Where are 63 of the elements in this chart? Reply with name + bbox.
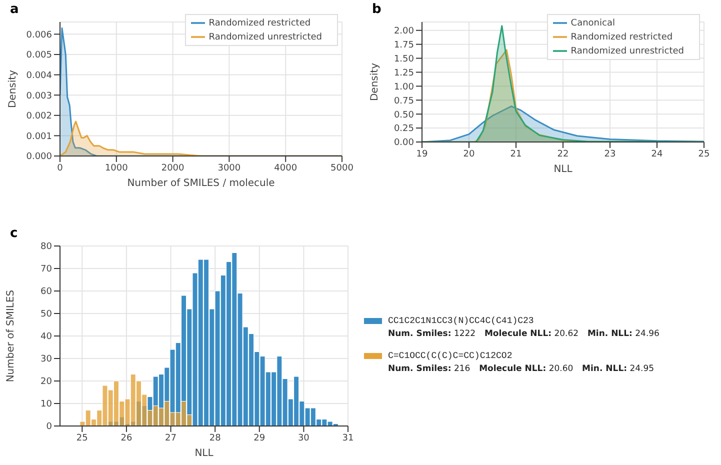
x-tick-label: 0 (57, 163, 64, 174)
chart-title: c (10, 226, 18, 241)
y-tick-label: 50 (40, 310, 52, 320)
x-tick-label: 20 (463, 149, 475, 160)
legend-label: Canonical (570, 18, 615, 28)
y-tick-label: 1.75 (394, 40, 414, 51)
x-tick-label: 26 (120, 433, 132, 444)
x-tick-label: 21 (510, 149, 522, 160)
legend-label: Randomized unrestricted (208, 32, 322, 42)
chart-title: a (10, 2, 19, 17)
y-tick-label: 0.00 (394, 138, 414, 148)
x-tick-label: 1000 (104, 163, 128, 174)
legend-label: CC1C2C1N1CC3(N)CC4C(C41)C23 (388, 316, 534, 326)
x-axis-title: NLL (194, 448, 214, 459)
x-tick-label: 23 (604, 149, 616, 160)
x-tick-label: 24 (651, 149, 663, 160)
x-tick-label: 5000 (330, 163, 354, 174)
x-axis-title: Number of SMILES / molecule (127, 178, 275, 189)
legend-label: Randomized restricted (208, 18, 311, 28)
x-tick-label: 19 (416, 149, 428, 160)
x-tick-label: 22 (557, 149, 569, 160)
y-tick-label: 10 (40, 400, 52, 410)
x-tick-label: 25 (698, 149, 710, 160)
y-tick-label: 40 (40, 332, 52, 342)
y-tick-label: 0.006 (26, 30, 52, 40)
y-tick-label: 0.005 (26, 50, 52, 61)
y-tick-label: 0.75 (394, 96, 414, 106)
x-tick-label: 31 (342, 433, 354, 444)
chart-title: b (372, 2, 382, 17)
y-axis-title: Density (370, 62, 381, 102)
x-tick-label: 25 (76, 433, 88, 444)
y-tick-label: 0.001 (26, 132, 52, 142)
y-tick-label: 20 (40, 377, 52, 388)
x-tick-label: 30 (298, 433, 310, 444)
legend-label: Randomized restricted (570, 32, 673, 42)
y-tick-label: 0.003 (26, 91, 52, 102)
y-tick-label: 1.00 (394, 82, 414, 92)
y-tick-label: 30 (40, 354, 52, 365)
y-axis-title: Density (8, 70, 19, 108)
y-tick-label: 0.25 (394, 124, 414, 134)
text: Num. Smiles: 216 Molecule NLL: 20.60 Min. NLL: 24.95 (388, 364, 654, 374)
y-tick-label: 1.25 (394, 68, 414, 78)
y-axis-title: Number of SMILES (6, 290, 17, 382)
x-tick-label: 2000 (161, 163, 185, 174)
text: Num. Smiles: 1222 Molecule NLL: 20.62 Min. NLL: 24.96 (388, 329, 660, 339)
y-tick-label: 0.000 (26, 152, 52, 162)
x-tick-label: 28 (209, 433, 222, 444)
y-tick-label: 0.004 (26, 70, 52, 81)
y-tick-label: 0.002 (26, 112, 52, 122)
x-tick-label: 27 (165, 433, 176, 444)
x-tick-label: 29 (254, 433, 266, 444)
legend-label: Randomized unrestricted (570, 46, 684, 56)
legend-label: C=C1OCC(C(C)C=CC)C12CO2 (388, 351, 512, 361)
y-tick-label: 1.50 (394, 54, 414, 64)
y-tick-label: 80 (40, 242, 52, 252)
x-axis-title: NLL (554, 164, 573, 175)
x-tick-label: 3000 (218, 163, 241, 174)
x-tick-label: 4000 (274, 163, 298, 174)
y-tick-label: 0.50 (394, 110, 414, 120)
y-tick-label: 60 (40, 287, 52, 298)
y-tick-label: 2.00 (394, 26, 414, 37)
y-tick-label: 70 (40, 264, 52, 275)
y-tick-label: 0 (46, 422, 52, 432)
